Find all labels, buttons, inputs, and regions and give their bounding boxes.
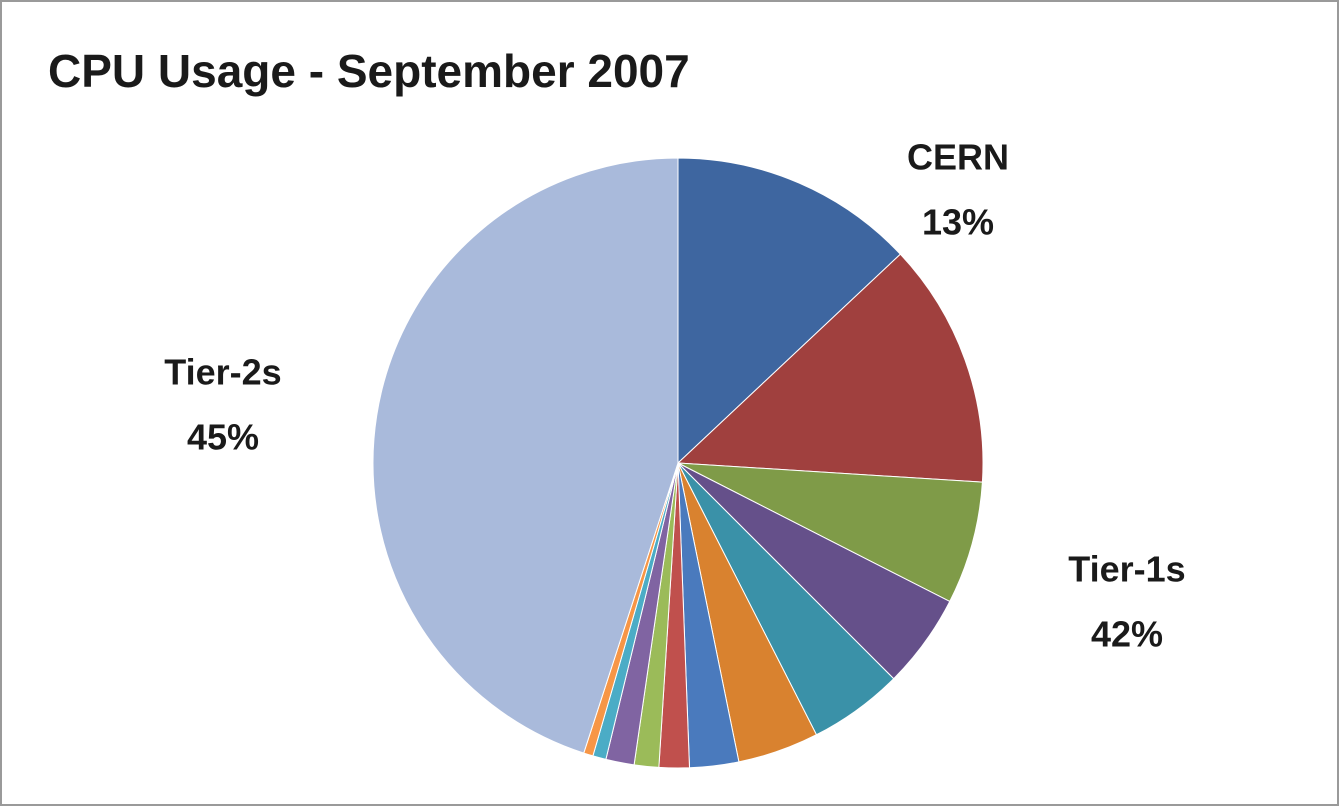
pie-slice xyxy=(676,253,984,483)
pie-slice xyxy=(677,462,983,603)
slice-label: CERN xyxy=(907,137,1009,178)
slice-label: Tier-2s xyxy=(164,352,281,393)
slice-value-label: 42% xyxy=(1091,614,1163,655)
chart-title: CPU Usage - September 2007 xyxy=(48,45,690,97)
slice-value-label: 13% xyxy=(922,202,994,243)
pie-slice xyxy=(677,157,902,465)
slice-label: Tier-1s xyxy=(1068,549,1185,590)
slice-value-label: 45% xyxy=(187,417,259,458)
pie-slice xyxy=(372,157,679,754)
